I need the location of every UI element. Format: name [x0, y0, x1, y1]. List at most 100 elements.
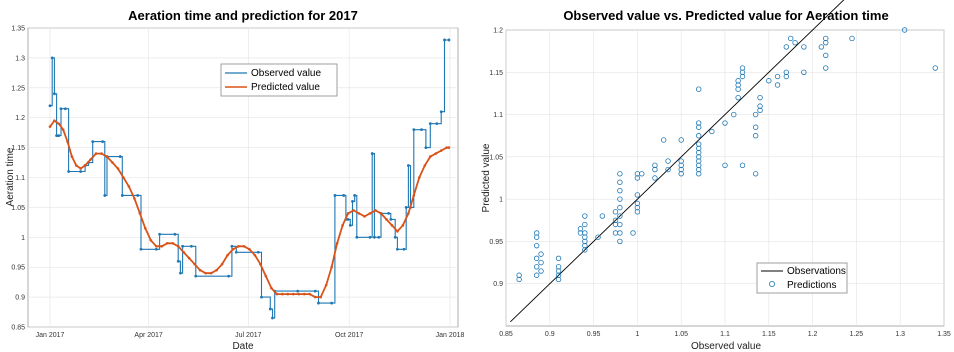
predicted-point [105, 155, 109, 158]
observed-point [439, 110, 443, 114]
right-x-tick-label: 1.25 [850, 331, 864, 338]
predicted-point [357, 212, 361, 215]
prediction-point [932, 65, 938, 71]
prediction-point [599, 213, 606, 219]
predicted-point [374, 209, 377, 212]
left-y-tick-label: 1.05 [11, 205, 25, 212]
observed-point [67, 170, 71, 173]
predicted-point [231, 247, 235, 251]
predicted-value-markers [48, 119, 451, 299]
left-y-tick-label: 1.15 [11, 145, 25, 152]
left-y-tick-label: 1.25 [11, 85, 25, 92]
predicted-point [57, 122, 61, 125]
prediction-point [739, 65, 746, 71]
observed-point [91, 140, 95, 144]
prediction-point [660, 137, 667, 143]
prediction-point [617, 196, 623, 202]
prediction-point [678, 137, 684, 143]
observed-point [377, 235, 381, 239]
prediction-point [696, 86, 702, 92]
observed-point [271, 316, 274, 320]
predicted-point [379, 212, 383, 215]
left-x-tick-label: Jul 2017 [235, 332, 262, 339]
predicted-point [79, 167, 82, 170]
observed-point [234, 250, 238, 254]
right-x-tick-label: 0.9 [545, 331, 555, 338]
left-y-tick-label: 1.1 [15, 175, 25, 182]
predicted-point [259, 262, 262, 266]
prediction-point [533, 272, 540, 278]
observed-point [101, 140, 105, 144]
observed-point [55, 134, 58, 138]
observed-point [227, 274, 231, 278]
prediction-point [849, 35, 855, 42]
left-y-tick-label: 1 [21, 235, 25, 242]
prediction-point [582, 221, 588, 228]
predicted-point [127, 185, 131, 188]
observed-point [393, 235, 397, 239]
observed-point [154, 247, 158, 251]
observed-point [372, 235, 376, 239]
prediction-point [577, 226, 584, 232]
prediction-point [533, 264, 540, 270]
predicted-point [75, 164, 78, 167]
prediction-point [639, 171, 645, 177]
predicted-point [324, 283, 328, 287]
prediction-point [696, 141, 702, 147]
prediction-point [582, 230, 588, 236]
prediction-point [739, 162, 746, 169]
observed-point [420, 128, 423, 132]
prediction-point [678, 158, 684, 164]
prediction-point [752, 111, 759, 118]
predicted-point [198, 268, 202, 272]
observed-point [179, 271, 182, 275]
prediction-point [555, 255, 562, 262]
predicted-point [291, 292, 295, 296]
legend-observed-label: Observed value [251, 68, 321, 79]
observed-point [412, 128, 416, 132]
prediction-point [818, 44, 825, 50]
left-legend: Observed value Predicted value [220, 63, 338, 97]
prediction-point [696, 120, 702, 126]
right-y-axis-label: Predicted value [481, 143, 492, 212]
prediction-point [617, 238, 623, 245]
prediction-point [757, 94, 763, 101]
prediction-point [617, 221, 623, 228]
prediction-point [634, 192, 641, 198]
left-legend-box [220, 63, 338, 97]
observed-point [333, 194, 337, 197]
predicted-point [308, 292, 312, 296]
prediction-point [801, 44, 807, 50]
right-x-tick-label: 0.85 [499, 331, 513, 338]
observed-point [370, 152, 374, 155]
prediction-point [696, 133, 702, 139]
predicted-point [302, 292, 306, 296]
prediction-point [634, 200, 641, 207]
observed-point [120, 194, 124, 197]
predicted-value-line [49, 119, 449, 298]
prediction-point [752, 171, 759, 177]
right-x-tick-label: 1.05 [674, 331, 688, 338]
predicted-point [286, 292, 290, 296]
prediction-point [752, 124, 759, 130]
observed-point [230, 244, 234, 248]
predicted-point [439, 149, 443, 152]
prediction-point [801, 69, 807, 75]
predicted-point [171, 241, 175, 245]
observed-point [194, 274, 198, 278]
left-y-tick-label: 1.3 [15, 55, 25, 62]
predicted-point [94, 152, 98, 155]
predicted-point [275, 292, 279, 296]
observed-point [443, 38, 446, 42]
left-x-tick-label: Jan 2017 [36, 332, 65, 339]
observed-point [342, 194, 346, 197]
prediction-point [665, 158, 671, 164]
predictions-markers [516, 27, 938, 283]
left-y-tick-label: 0.95 [11, 265, 25, 272]
prediction-point [555, 264, 562, 270]
prediction-point [612, 209, 619, 215]
predicted-point [226, 253, 229, 257]
predicted-point [390, 224, 394, 227]
left-chart-title: Aeration time and prediction for 2017 [128, 8, 358, 23]
